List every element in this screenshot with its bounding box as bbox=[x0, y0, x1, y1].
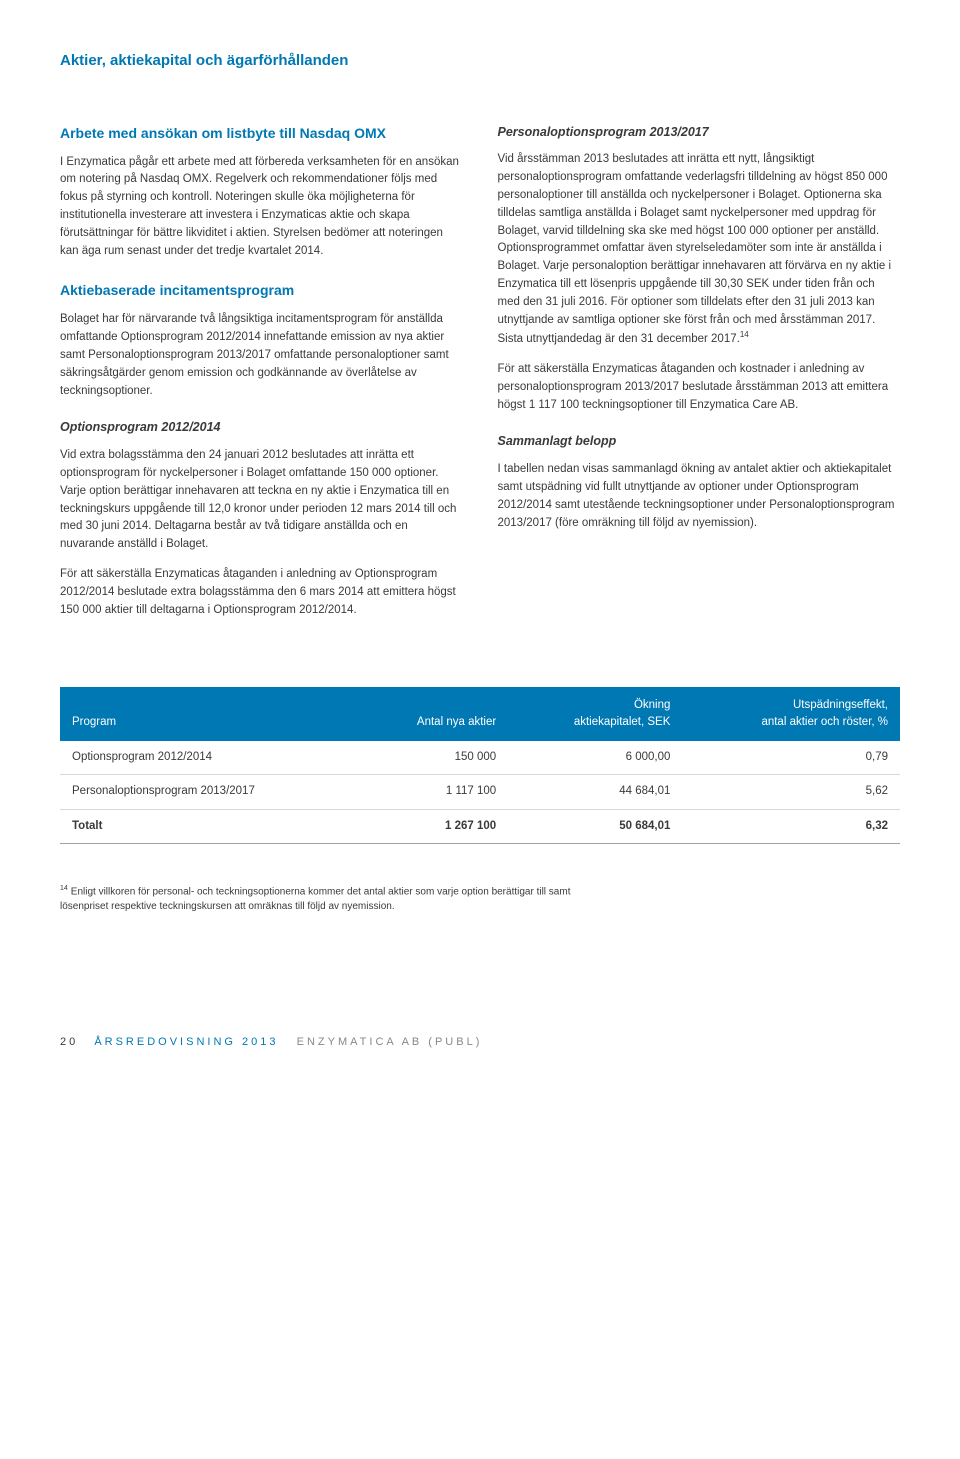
footnote-ref: 14 bbox=[740, 330, 749, 339]
subheading-personaloptions: Personaloptionsprogram 2013/2017 bbox=[498, 123, 901, 142]
body-paragraph: Bolaget har för närvarande två långsikti… bbox=[60, 311, 463, 400]
cell: 6 000,00 bbox=[508, 741, 682, 775]
body-paragraph: Vid extra bolagsstämma den 24 januari 20… bbox=[60, 447, 463, 554]
body-paragraph: I Enzymatica pågår ett arbete med att fö… bbox=[60, 154, 463, 261]
cell: 5,62 bbox=[682, 775, 900, 809]
footnote: 14Enligt villkoren för personal- och tec… bbox=[60, 884, 620, 914]
body-paragraph: För att säkerställa Enzymaticas åtagande… bbox=[60, 566, 463, 619]
table-total-row: Totalt 1 267 100 50 684,01 6,32 bbox=[60, 809, 900, 843]
table-header-row: Program Antal nya aktier Ökningaktiekapi… bbox=[60, 687, 900, 742]
page-title: Aktier, aktiekapital och ägarförhållande… bbox=[60, 50, 900, 73]
col-utspad: Utspädningseffekt,antal aktier och röste… bbox=[682, 687, 900, 742]
footnote-number: 14 bbox=[60, 885, 68, 892]
cell: 1 267 100 bbox=[359, 809, 508, 843]
body-paragraph: Vid årsstämman 2013 beslutades att inrät… bbox=[498, 151, 901, 349]
page-number: 20 bbox=[60, 1036, 78, 1048]
cell: Personaloptionsprogram 2013/2017 bbox=[60, 775, 359, 809]
cell: Optionsprogram 2012/2014 bbox=[60, 741, 359, 775]
section-heading-incitament: Aktiebaserade incitamentsprogram bbox=[60, 280, 463, 301]
cell: 50 684,01 bbox=[508, 809, 682, 843]
two-column-layout: Arbete med ansökan om listbyte till Nasd… bbox=[60, 123, 900, 632]
footer-title: ÅRSREDOVISNING 2013 bbox=[94, 1036, 278, 1048]
col-program: Program bbox=[60, 687, 359, 742]
right-column: Personaloptionsprogram 2013/2017 Vid års… bbox=[498, 123, 901, 632]
section-heading-listbyte: Arbete med ansökan om listbyte till Nasd… bbox=[60, 123, 463, 144]
cell: Totalt bbox=[60, 809, 359, 843]
table-row: Optionsprogram 2012/2014 150 000 6 000,0… bbox=[60, 741, 900, 775]
col-okning: Ökningaktiekapitalet, SEK bbox=[508, 687, 682, 742]
options-table-wrap: Program Antal nya aktier Ökningaktiekapi… bbox=[60, 687, 900, 844]
subheading-sammanlagt: Sammanlagt belopp bbox=[498, 432, 901, 451]
cell: 44 684,01 bbox=[508, 775, 682, 809]
footnote-text: Enligt villkoren för personal- och teckn… bbox=[60, 886, 570, 912]
body-paragraph: För att säkerställa Enzymaticas åtagande… bbox=[498, 361, 901, 414]
page-footer: 20 ÅRSREDOVISNING 2013 ENZYMATICA AB (PU… bbox=[60, 1034, 900, 1051]
cell: 1 117 100 bbox=[359, 775, 508, 809]
body-paragraph: I tabellen nedan visas sammanlagd ökning… bbox=[498, 461, 901, 532]
cell: 6,32 bbox=[682, 809, 900, 843]
footer-company: ENZYMATICA AB (PUBL) bbox=[285, 1036, 483, 1048]
subheading-optionsprogram: Optionsprogram 2012/2014 bbox=[60, 418, 463, 437]
table-row: Personaloptionsprogram 2013/2017 1 117 1… bbox=[60, 775, 900, 809]
left-column: Arbete med ansökan om listbyte till Nasd… bbox=[60, 123, 463, 632]
col-antal: Antal nya aktier bbox=[359, 687, 508, 742]
options-table: Program Antal nya aktier Ökningaktiekapi… bbox=[60, 687, 900, 844]
cell: 0,79 bbox=[682, 741, 900, 775]
cell: 150 000 bbox=[359, 741, 508, 775]
